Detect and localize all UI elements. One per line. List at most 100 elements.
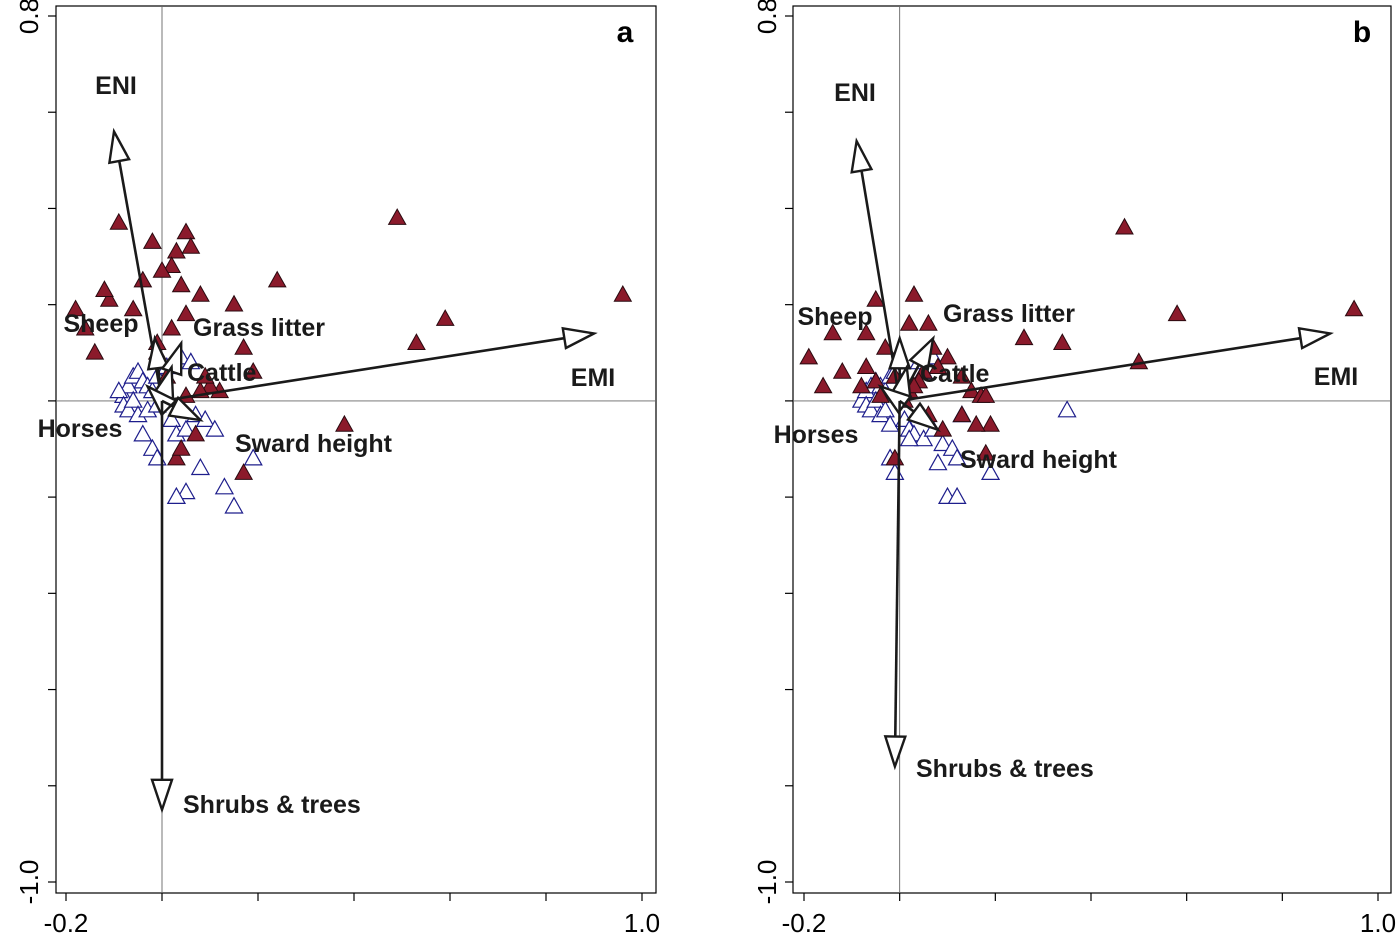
filled-triangle-point <box>899 313 919 331</box>
open-triangle-point <box>166 486 187 504</box>
open-triangle-point <box>875 400 895 418</box>
open-triangle-point <box>195 409 215 427</box>
arrow-label-sward-height: Sward height <box>960 446 1118 474</box>
arrow-head-shrubs-trees <box>883 735 907 771</box>
filled-triangle-point <box>152 260 172 278</box>
filled-triangle-point <box>166 241 186 259</box>
arrow-label-shrubs-trees: Shrubs & trees <box>183 791 361 819</box>
open-triangle-point <box>118 400 139 418</box>
filled-triangle-point <box>866 371 886 389</box>
filled-triangle-point <box>186 424 206 442</box>
arrow-label-grass-litter: Grass litter <box>193 314 325 342</box>
arrow-head-eni <box>107 127 131 165</box>
filled-triangle-point <box>435 309 455 326</box>
arrow-label-grass-litter: Grass litter <box>943 300 1075 328</box>
filled-triangle-point <box>823 323 843 341</box>
open-triangle-point <box>176 482 196 500</box>
x-tick-label: 1.0 <box>1360 908 1396 938</box>
open-triangle-point <box>190 457 211 476</box>
arrow-emi <box>161 336 565 403</box>
filled-triangle-point <box>952 366 972 384</box>
filled-triangle-point <box>933 419 953 437</box>
filled-triangle-point <box>85 342 105 360</box>
x-tick-label: -0.2 <box>782 908 827 938</box>
arrow-head-shrubs-trees <box>150 778 174 814</box>
arrow-head-grass-litter <box>908 334 935 372</box>
arrow-label-horses: Horses <box>774 421 859 449</box>
filled-triangle-point <box>181 236 201 254</box>
filled-triangle-point <box>928 357 948 374</box>
panel-letter: a <box>617 16 634 49</box>
arrow-sward-height <box>161 399 175 408</box>
open-triangle-point <box>118 376 139 394</box>
arrow-label-shrubs-trees: Shrubs & trees <box>916 755 1094 783</box>
filled-triangle-point <box>176 304 196 322</box>
open-triangle-point <box>947 448 967 466</box>
arrow-head-emi <box>561 326 598 350</box>
filled-triangle-point <box>866 289 886 307</box>
filled-triangle-point <box>1129 352 1149 370</box>
open-triangle-point <box>899 429 919 447</box>
arrow-head-sward-height <box>167 395 204 422</box>
filled-triangle-point <box>267 270 287 288</box>
filled-triangle-point <box>387 208 407 225</box>
filled-triangle-point <box>952 405 972 423</box>
arrow-emi <box>899 336 1301 403</box>
filled-triangle-point <box>904 284 924 302</box>
filled-triangle-point <box>66 299 86 317</box>
filled-triangle-point <box>109 212 129 230</box>
open-triangle-point <box>162 409 182 427</box>
y-tick-label: -1.0 <box>752 860 782 905</box>
arrow-label-emi: EMI <box>571 364 615 392</box>
arrow-head-eni <box>850 137 874 174</box>
panel-a: -0.2 1.0 0.8 -1.0 ENI EMI Sheep Grass litter Cat… <box>14 0 660 938</box>
filled-triangle-point <box>1115 217 1134 235</box>
open-triangle-point <box>980 462 1001 480</box>
filled-triangle-point <box>123 299 143 317</box>
arrow-head-sheep <box>888 334 912 370</box>
filled-triangle-point <box>133 270 153 288</box>
filled-triangle-point <box>162 256 182 273</box>
filled-triangle-point <box>176 222 196 240</box>
filled-triangle-point <box>613 284 633 302</box>
filled-triangle-point <box>190 284 210 302</box>
filled-triangle-point <box>918 313 938 331</box>
arrow-label-eni: ENI <box>95 72 137 100</box>
open-triangle-point <box>205 419 225 437</box>
filled-triangle-point <box>195 366 215 384</box>
open-triangle-point <box>913 429 934 447</box>
open-triangle-point <box>1057 400 1077 418</box>
filled-triangle-point <box>234 337 254 355</box>
filled-triangle-point <box>171 275 191 293</box>
arrow-head-emi <box>1297 326 1334 350</box>
filled-triangle-point <box>813 376 833 394</box>
filled-triangle-point <box>1014 328 1034 346</box>
filled-triangle-point <box>938 347 957 365</box>
panel-b: -0.2 1.0 0.8 -1.0 ENI EMI Sheep Grass litter Cat… <box>752 0 1396 938</box>
arrow-label-cattle: Cattle <box>920 360 990 388</box>
filled-triangle-point <box>981 414 1000 432</box>
filled-triangle-point <box>166 448 186 466</box>
arrow-label-sward-height: Sward height <box>235 430 393 458</box>
plot-frame <box>55 5 657 894</box>
filled-triangle-point <box>335 414 354 432</box>
filled-triangle-point <box>75 318 95 336</box>
open-triangle-point <box>123 390 143 408</box>
open-triangle-point <box>181 352 201 370</box>
arrow-head-sheep <box>146 334 170 371</box>
filled-triangle-point <box>99 289 119 307</box>
arrow-label-cattle: Cattle <box>187 359 257 387</box>
filled-triangle-point <box>162 318 182 336</box>
y-tick-label: 0.8 <box>14 0 44 34</box>
arrow-label-emi: EMI <box>1314 363 1358 391</box>
filled-triangle-point <box>1167 304 1187 322</box>
open-triangle-point <box>176 419 196 437</box>
filled-triangle-point <box>95 280 114 297</box>
open-triangle-point <box>133 424 153 442</box>
open-triangle-point <box>880 414 900 432</box>
arrow-shrubs-trees <box>893 400 901 737</box>
arrow-head-sward-height <box>906 401 941 433</box>
open-triangle-point <box>947 486 967 504</box>
filled-triangle-point <box>856 323 876 341</box>
